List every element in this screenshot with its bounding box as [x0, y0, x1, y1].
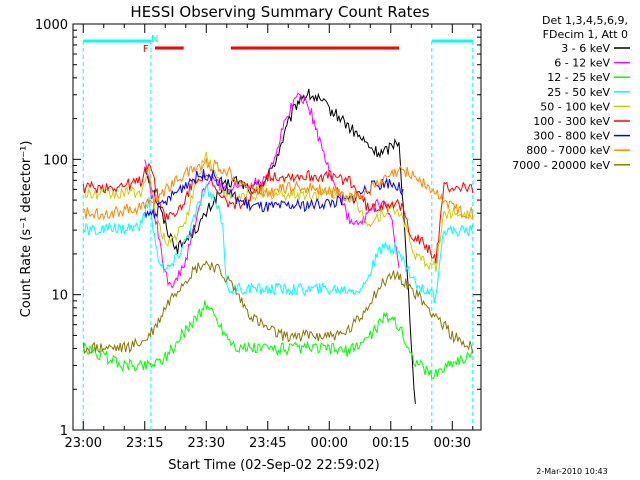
series-line-6-12-kev: [144, 92, 400, 289]
legend-label: 12 - 25 keV: [547, 71, 610, 84]
legend-label: 50 - 100 keV: [540, 100, 610, 113]
series-line-3-6-kev: [144, 88, 416, 404]
x-tick-label: 00:00: [311, 436, 348, 451]
x-tick-label: 00:15: [372, 436, 409, 451]
legend-label: 300 - 800 keV: [533, 130, 610, 143]
flag-letter-n: N: [151, 34, 158, 45]
x-tick-label: 23:30: [188, 436, 225, 451]
legend-label: 6 - 12 keV: [554, 57, 610, 70]
legend-header-line-2: FDecim 1, Att 0: [543, 28, 628, 41]
x-axis-label: Start Time (02-Sep-02 22:59:02): [168, 458, 379, 473]
y-tick-label: 1000: [35, 18, 68, 33]
series-line-7000-20000-kev: [82, 259, 474, 355]
series-line-300-800-kev: [144, 169, 404, 219]
legend: Det 1,3,4,5,6,9, FDecim 1, Att 0 3 - 6 k…: [512, 14, 630, 172]
chart-title: HESSI Observing Summary Count Rates: [130, 3, 429, 21]
series-line-100-300-kev: [82, 162, 474, 264]
x-tick-label: 23:45: [249, 436, 286, 451]
series-line-800-7000-kev: [82, 157, 474, 221]
series-line-12-25-kev: [82, 300, 474, 380]
y-axis-label: Count Rate (s⁻¹ detector⁻¹): [19, 141, 34, 318]
series-line-50-100-kev: [83, 151, 474, 272]
y-tick-label: 1: [60, 424, 68, 439]
legend-label: 3 - 6 keV: [561, 42, 610, 55]
x-tick-label: 23:00: [65, 436, 102, 451]
legend-header-line-1: Det 1,3,4,5,6,9,: [542, 14, 628, 27]
legend-label: 100 - 300 keV: [533, 115, 610, 128]
x-tick-label: 00:30: [434, 436, 471, 451]
flag-letter-f: F: [143, 44, 149, 55]
series-line-25-50-kev: [82, 183, 474, 303]
legend-label: 800 - 7000 keV: [526, 144, 610, 157]
legend-label: 7000 - 20000 keV: [512, 159, 610, 172]
y-tick-label: 100: [43, 153, 68, 168]
legend-label: 25 - 50 keV: [547, 86, 610, 99]
footer-timestamp: 2-Mar-2010 10:43: [536, 467, 607, 476]
y-tick-label: 10: [51, 289, 68, 304]
plot-area: FN 1 10 100 1000 23:00 23:15 23:30 23:45 00:00 00:…: [35, 18, 482, 451]
plot-frame: [72, 23, 482, 431]
x-tick-label: 23:15: [126, 436, 163, 451]
